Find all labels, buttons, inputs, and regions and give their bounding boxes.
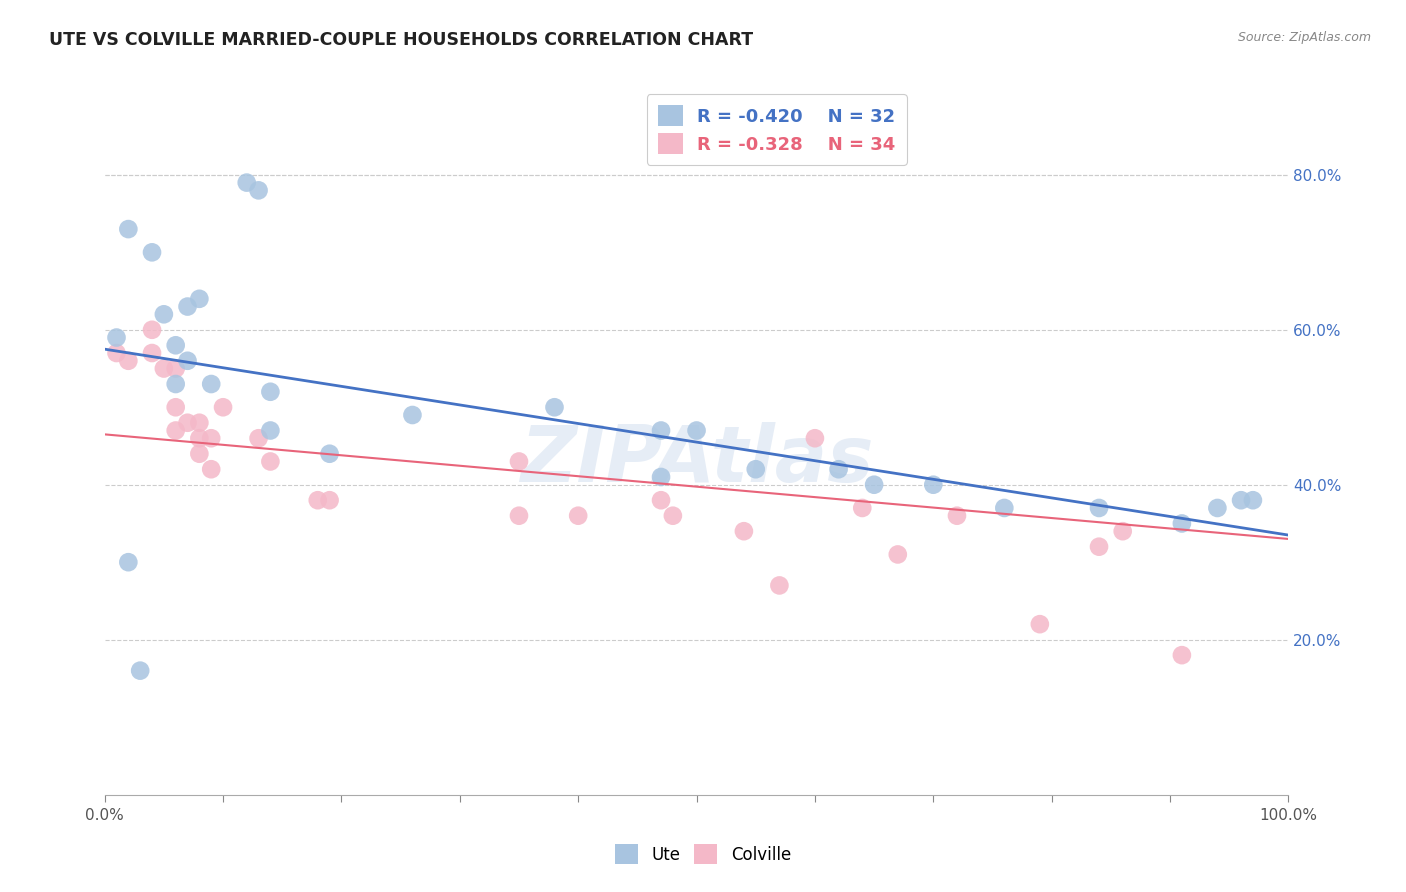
Text: UTE VS COLVILLE MARRIED-COUPLE HOUSEHOLDS CORRELATION CHART: UTE VS COLVILLE MARRIED-COUPLE HOUSEHOLD… (49, 31, 754, 49)
Point (141, 245, 163, 260)
Point (1029, 617, 1052, 632)
Point (1206, 500, 1229, 515)
Point (200, 462, 222, 476)
Point (887, 548, 910, 562)
Point (153, 361, 176, 376)
Point (1230, 493, 1253, 508)
Point (105, 346, 128, 360)
Point (259, 424, 281, 438)
Point (200, 377, 222, 392)
Point (200, 431, 222, 445)
Point (650, 470, 672, 484)
Point (165, 424, 187, 438)
Point (188, 416, 211, 430)
Point (745, 462, 768, 476)
Point (401, 408, 423, 422)
Point (543, 401, 565, 415)
Point (235, 176, 257, 190)
Point (946, 508, 969, 523)
Point (1112, 524, 1135, 539)
Point (247, 183, 270, 197)
Point (117, 222, 139, 236)
Point (153, 307, 176, 321)
Point (650, 493, 672, 508)
Point (685, 424, 707, 438)
Point (188, 292, 211, 306)
Point (922, 477, 945, 491)
Point (851, 500, 873, 515)
Point (1088, 540, 1111, 554)
Point (247, 431, 270, 445)
Point (318, 447, 340, 461)
Point (117, 353, 139, 368)
Point (165, 401, 187, 415)
Point (176, 416, 198, 430)
Point (567, 508, 589, 523)
Point (188, 431, 211, 445)
Point (212, 401, 235, 415)
Point (318, 493, 340, 508)
Point (650, 424, 672, 438)
Point (165, 377, 187, 392)
Point (129, 664, 152, 678)
Point (863, 477, 886, 491)
Point (259, 454, 281, 468)
Point (307, 493, 329, 508)
Point (768, 578, 790, 592)
Point (176, 353, 198, 368)
Point (141, 323, 163, 337)
Point (508, 508, 530, 523)
Point (165, 361, 187, 376)
Point (993, 500, 1015, 515)
Point (1241, 493, 1264, 508)
Point (662, 508, 685, 523)
Point (176, 300, 198, 314)
Point (188, 447, 211, 461)
Point (105, 330, 128, 344)
Legend: R = -0.420    N = 32, R = -0.328    N = 34: R = -0.420 N = 32, R = -0.328 N = 34 (647, 95, 907, 165)
Point (1088, 500, 1111, 515)
Point (165, 338, 187, 352)
Point (508, 454, 530, 468)
Point (827, 462, 849, 476)
Point (1171, 516, 1194, 531)
Point (1171, 648, 1194, 662)
Text: Source: ZipAtlas.com: Source: ZipAtlas.com (1237, 31, 1371, 45)
Text: ZIPAtlas: ZIPAtlas (520, 422, 873, 498)
Legend: Ute, Colville: Ute, Colville (609, 838, 797, 871)
Point (117, 555, 139, 569)
Point (259, 384, 281, 399)
Point (141, 346, 163, 360)
Point (804, 431, 827, 445)
Point (733, 524, 755, 539)
